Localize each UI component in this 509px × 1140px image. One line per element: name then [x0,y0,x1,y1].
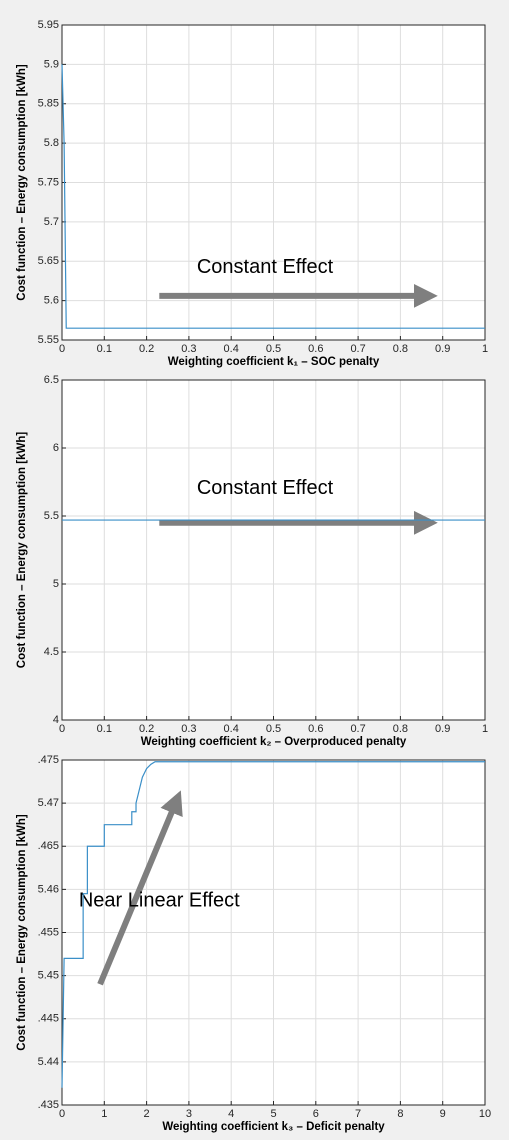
x-tick-label: 1 [482,723,488,735]
x-tick-label: 0.1 [97,723,112,735]
y-tick-label: 5 [53,578,59,590]
y-tick-label: 5.95 [38,19,59,31]
x-tick-label: 0 [59,1108,65,1120]
axes-box [61,759,486,1106]
x-axis-label: Weighting coefficient k₃ – Deficit penal… [162,1121,385,1133]
x-tick-label: 0.9 [435,343,450,355]
x-tick-label: 1 [482,343,488,355]
x-tick-label: 0.3 [181,343,196,355]
x-tick-label: 0.2 [139,723,154,735]
y-axis-label: Cost function – Energy consumption [kWh] [16,64,28,301]
x-tick-label: 0.3 [181,723,196,735]
x-tick-label: 8 [397,1108,403,1120]
x-tick-label: 0 [59,343,65,355]
y-tick-label: 5.75 [38,176,59,188]
y-tick-label: .455 [38,926,59,938]
arrow [97,790,183,986]
x-tick-label: 9 [440,1108,446,1120]
x-tick-label: 0.5 [266,723,281,735]
x-tick-label: 3 [186,1108,192,1120]
x-tick-label: 4 [228,1108,234,1120]
x-tick-label: 0.4 [224,343,239,355]
x-tick-label: 0.7 [350,343,365,355]
x-tick-label: 0 [59,723,65,735]
data-line [61,64,485,329]
x-tick-label: 0.7 [350,723,365,735]
y-tick-label: 4.5 [44,646,59,658]
y-tick-label: 5.8 [44,137,59,149]
x-tick-label: 0.2 [139,343,154,355]
x-tick-label: 10 [479,1108,491,1120]
x-tick-label: 0.6 [308,343,323,355]
x-tick-label: 6 [313,1108,319,1120]
annotation: Constant Effect [197,256,334,278]
x-tick-label: 2 [144,1108,150,1120]
y-axis-label: Cost function – Energy consumption [kWh] [16,432,28,669]
axes-box [61,24,486,341]
y-tick-label: .435 [38,1099,59,1111]
x-tick-label: 0.8 [393,723,408,735]
y-tick-label: 5.85 [38,98,59,110]
x-tick-label: 0.9 [435,723,450,735]
x-axis-label: Weighting coefficient k₂ – Overproduced … [141,736,407,748]
subplot: 0 0.1 0.2 0.3 0.4 0.5 0.6 0.7 0.8 0.9 1 5.55 5.6 5.65… [16,19,488,368]
x-tick-label: 0.8 [393,343,408,355]
y-tick-label: 5.44 [38,1056,59,1068]
y-tick-label: 4 [53,714,59,726]
x-tick-label: 0.6 [308,723,323,735]
subplot: 0 0.1 0.2 0.3 0.4 0.5 0.6 0.7 0.8 0.9 1 4 4.5 5 5.5 6 6.… [16,374,488,748]
axes-box [61,379,486,721]
annotation: Near Linear Effect [79,890,240,912]
y-tick-label: 6.5 [44,374,59,386]
subplot: 0 1 2 3 4 5 6 7 8 9 10 .435 5.44 .445 5.45 .455 5.46 .465… [16,754,491,1133]
y-axis-label: Cost function – Energy consumption [kWh] [16,814,28,1051]
y-tick-label: 6 [53,442,59,454]
x-tick-label: 0.5 [266,343,281,355]
y-tick-label: 5.65 [38,255,59,267]
x-tick-label: 7 [355,1108,361,1120]
y-tick-label: .445 [38,1013,59,1025]
y-tick-label: 5.46 [38,883,59,895]
x-tick-label: 1 [101,1108,107,1120]
y-tick-label: 5.6 [44,295,59,307]
y-tick-label: 5.47 [38,797,59,809]
y-tick-label: .465 [38,840,59,852]
y-tick-label: 5.5 [44,510,59,522]
y-tick-label: 5.9 [44,58,59,70]
y-tick-label: 5.55 [38,334,59,346]
x-tick-label: 0.4 [224,723,239,735]
y-tick-label: .475 [38,754,59,766]
y-tick-label: 5.7 [44,216,59,228]
data-line [61,761,485,1088]
x-tick-label: 0.1 [97,343,112,355]
annotation: Constant Effect [197,477,334,499]
y-tick-label: 5.45 [38,970,59,982]
x-tick-label: 5 [270,1108,276,1120]
x-axis-label: Weighting coefficient k₁ – SOC penalty [168,356,380,368]
